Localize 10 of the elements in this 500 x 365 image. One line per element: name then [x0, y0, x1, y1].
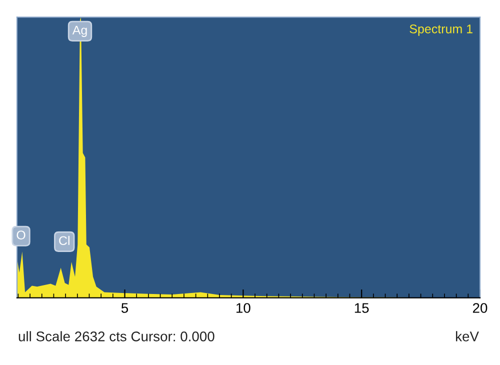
x-tick-label: 20	[472, 303, 488, 313]
text: Spectrum 1	[410, 24, 472, 36]
annotation: Cl	[59, 236, 70, 246]
text: ull Scale 2632 cts Cursor: 0.000	[18, 331, 214, 342]
x-tick-label: 10	[236, 303, 250, 313]
annotation: O	[16, 230, 26, 240]
x-axis-title: keV	[456, 331, 479, 342]
x-tick-label: 15	[354, 303, 369, 313]
x-tick-label: 5	[121, 303, 128, 313]
annotation: Ag	[72, 26, 87, 38]
